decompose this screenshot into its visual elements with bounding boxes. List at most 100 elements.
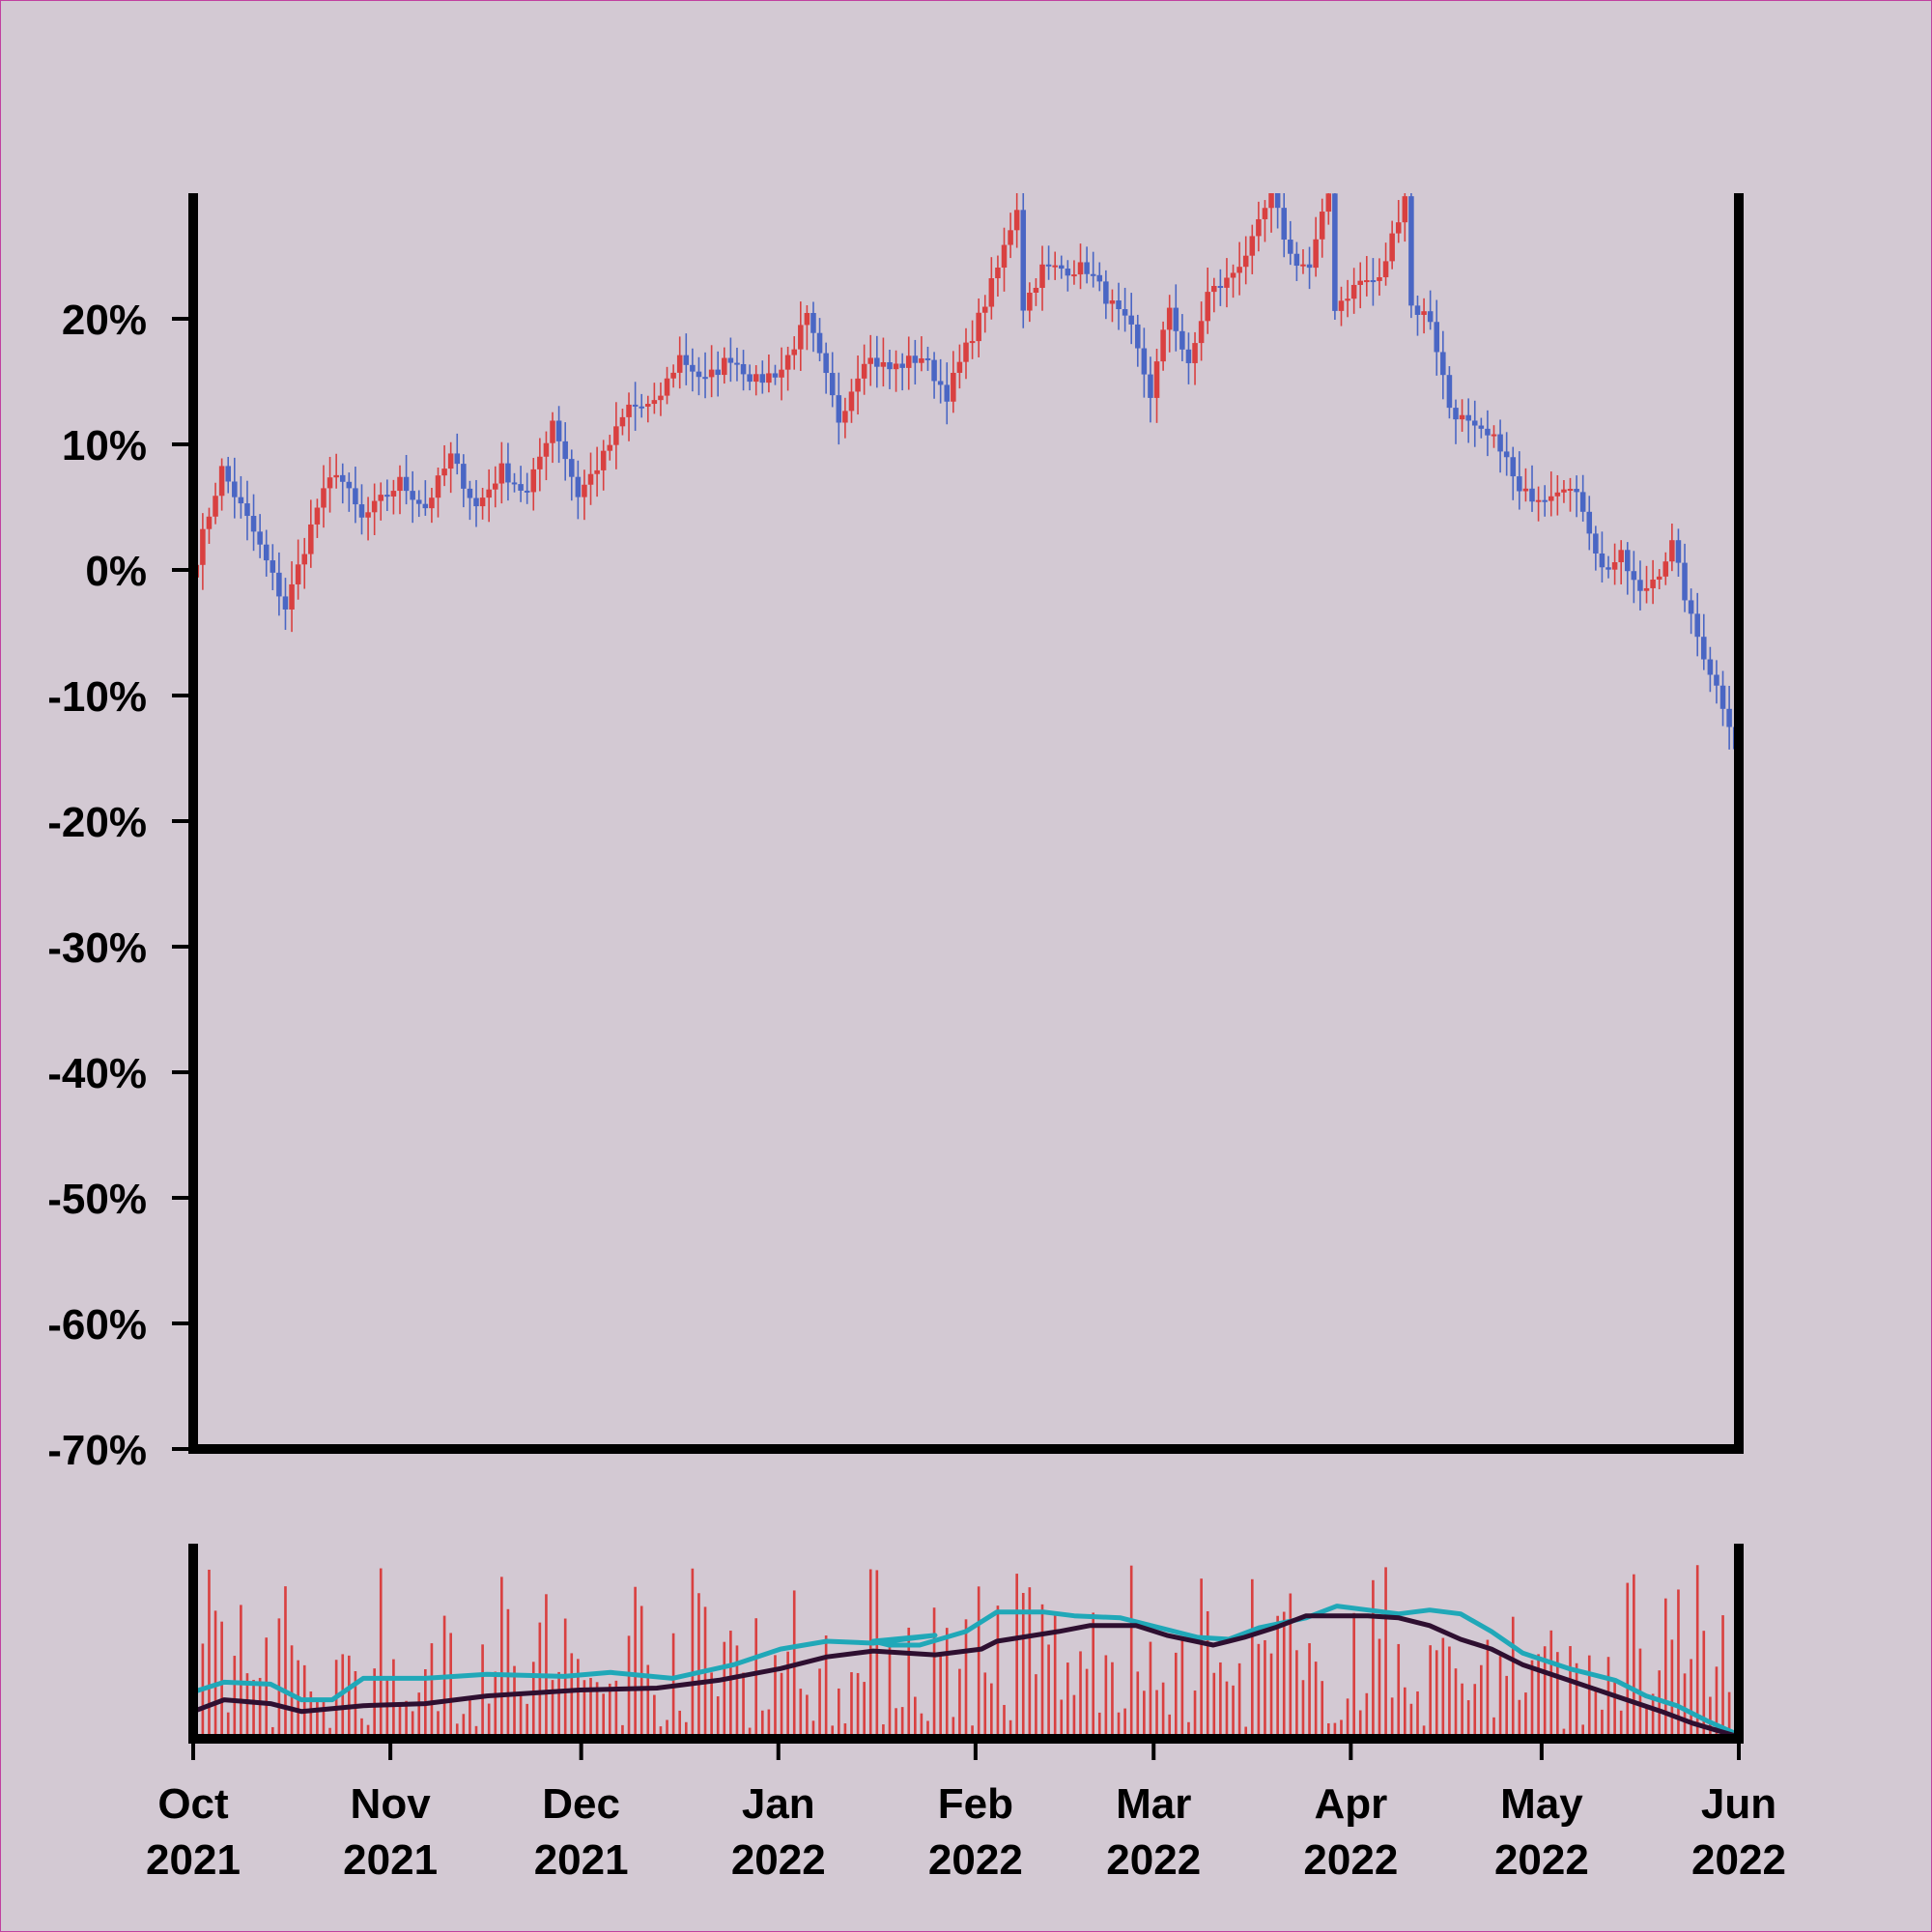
candle-body [1160,329,1166,362]
candle-body [1141,348,1148,375]
volume-bar [1314,1662,1318,1739]
volume-bar [697,1593,700,1739]
y-tick-label: -50% [47,1176,147,1223]
volume-bar [245,1673,249,1739]
candle-body [555,420,562,441]
candle-body [1377,276,1382,281]
volume-bar [666,1719,668,1739]
candle-body [473,497,479,507]
candle-body [619,416,626,427]
candle-body [1701,637,1707,660]
candle-body [1471,420,1478,426]
volume-bar [226,1712,230,1739]
candle-body [1173,307,1179,331]
candle-body [1027,292,1033,311]
volume-bar [691,1568,695,1739]
candle-body [1465,414,1471,421]
volume-bar [1250,1578,1254,1739]
volume-bar [595,1682,599,1739]
volume-bar [277,1618,281,1739]
volume-bar [220,1621,223,1739]
x-tick-label-year: 2021 [146,1836,241,1884]
volume-bar [1155,1690,1158,1739]
volume-bar [863,1682,866,1739]
y-tick-label: -20% [47,799,147,846]
candle-body [1599,553,1605,568]
volume-bar [774,1655,777,1739]
volume-bar [920,1713,923,1739]
volume-bar [646,1664,650,1739]
candle-body [1166,307,1173,330]
volume-bar [653,1694,656,1739]
volume-bar [1606,1657,1610,1739]
candle-body [365,512,371,518]
volume-bar [639,1605,643,1739]
volume-bar [1524,1692,1527,1739]
candle-body [829,373,836,396]
candle-body [981,306,988,313]
candle-body [479,497,486,507]
volume-bar [1028,1587,1032,1739]
volume-bar [1193,1690,1197,1739]
candle-body [1618,550,1624,563]
volume-average-line [192,1613,1740,1740]
volume-bar [621,1724,624,1739]
candle-body [1128,315,1134,325]
x-tick-label-month: Jan [742,1780,815,1828]
candle-body [1039,264,1045,288]
volume-bar [411,1711,414,1739]
volume-bar [500,1577,503,1739]
volume-bar [379,1568,383,1739]
volume-bar [557,1671,560,1739]
candle-body [1408,196,1414,306]
candle-body [371,500,378,513]
candle-body [1662,561,1669,577]
candle-body [722,357,727,376]
volume-bar [1047,1644,1050,1739]
candle-body [1198,321,1205,344]
candle-body [339,474,346,482]
candle-body [1249,236,1256,256]
volume-bar [1422,1725,1426,1739]
candle-body [384,495,390,497]
candle-body [1236,267,1242,273]
candle-body [690,364,696,372]
x-tick-label-year: 2022 [1106,1836,1201,1884]
volume-bar [1079,1651,1082,1739]
candle-body [390,491,397,497]
volume-bar [487,1703,491,1739]
volume-bar [551,1680,554,1739]
candle-body [397,476,403,492]
volume-bar [1015,1574,1018,1739]
volume-bar [1237,1662,1241,1739]
volume-bar [348,1655,351,1739]
volume-bar [577,1659,580,1739]
candle-body [1459,414,1465,420]
candle-body [1446,375,1453,409]
candle-body [753,374,759,383]
volume-bar [1289,1593,1293,1739]
candle-body [1694,613,1700,638]
candle-body [1682,562,1688,601]
volume-bar [290,1645,294,1739]
y-tick-label: 20% [62,297,147,344]
volume-bar [882,1724,885,1739]
candle-body [346,481,353,489]
volume-bar [1378,1638,1381,1739]
volume-bar [1397,1643,1401,1739]
candle-body [1350,284,1357,299]
volume-bar [1721,1615,1724,1739]
candle-body [1357,280,1363,285]
volume-bar [1613,1682,1616,1739]
volume-bar [309,1690,313,1739]
volume-bar [786,1651,789,1739]
candle-body [1013,210,1020,231]
candle-body [550,420,555,443]
candle-body [1688,600,1694,614]
volume-bar [1326,1722,1330,1739]
volume-bar [1072,1694,1076,1739]
candle-body [1179,330,1185,350]
candle-body [1522,488,1529,492]
volume-bar [971,1725,974,1739]
volume-bar [208,1569,211,1739]
